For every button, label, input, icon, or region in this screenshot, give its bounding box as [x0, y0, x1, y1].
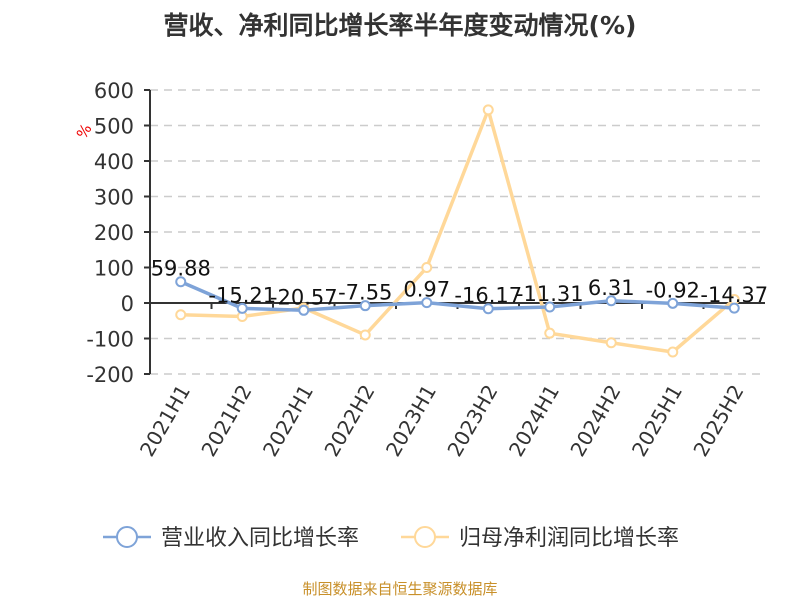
x-tick-label: 2025H2 — [688, 381, 748, 461]
x-tick-label: 2022H2 — [319, 381, 379, 461]
data-point[interactable] — [359, 300, 371, 312]
data-point[interactable] — [728, 302, 740, 314]
legend-marker-icon — [414, 526, 436, 548]
data-point[interactable] — [605, 295, 617, 307]
y-tick-label: 200 — [94, 221, 134, 245]
data-label: -15.21 — [208, 283, 276, 307]
y-axis-unit: % — [73, 121, 96, 142]
data-point[interactable] — [667, 297, 679, 309]
y-tick-label: -200 — [86, 363, 134, 387]
y-tick-label: 0 — [121, 292, 134, 316]
data-point[interactable] — [482, 303, 494, 315]
data-source-note: 制图数据来自恒生聚源数据库 — [302, 580, 498, 598]
y-tick-label: -100 — [86, 328, 134, 352]
data-label: 6.31 — [588, 276, 635, 300]
data-point[interactable] — [544, 327, 556, 339]
series-line-0 — [180, 280, 735, 313]
data-point[interactable] — [482, 104, 494, 116]
y-tick-label: 600 — [94, 79, 134, 103]
data-label: -14.37 — [700, 283, 768, 307]
data-point[interactable] — [605, 337, 617, 349]
data-point[interactable] — [175, 276, 187, 288]
data-point[interactable] — [298, 304, 310, 316]
y-tick-label: 300 — [94, 186, 134, 210]
x-tick-label: 2024H1 — [504, 381, 564, 461]
legend-label: 营业收入同比增长率 — [161, 526, 359, 551]
data-label: -11.31 — [516, 282, 584, 306]
data-label: 0.97 — [403, 278, 450, 302]
x-tick-label: 2023H2 — [442, 381, 502, 461]
data-label: -7.55 — [338, 281, 392, 305]
data-label: 59.88 — [151, 257, 211, 281]
data-point[interactable] — [421, 297, 433, 309]
x-tick-label: 2025H1 — [627, 381, 687, 461]
x-tick-label: 2023H1 — [381, 381, 441, 461]
y-tick-label: 100 — [94, 257, 134, 281]
legend-label: 归母净利润同比增长率 — [459, 526, 679, 551]
series-line-1 — [180, 104, 736, 354]
data-point[interactable] — [421, 262, 433, 273]
chart-title: 营收、净利同比增长率半年度变动情况(%) — [163, 11, 637, 40]
x-tick-label: 2022H1 — [258, 381, 318, 461]
legend-item-0[interactable]: 营业收入同比增长率 — [103, 526, 359, 551]
x-tick-label: 2024H2 — [565, 381, 625, 461]
y-tick-label: 400 — [94, 150, 134, 174]
data-label: -16.17 — [454, 284, 522, 308]
data-label: -0.92 — [646, 278, 700, 302]
data-label: -20.57 — [270, 285, 338, 309]
data-point[interactable] — [175, 309, 187, 321]
data-point[interactable] — [359, 329, 371, 341]
legend-item-1[interactable]: 归母净利润同比增长率 — [401, 526, 679, 551]
data-point[interactable] — [544, 301, 556, 313]
data-point[interactable] — [667, 346, 679, 358]
legend-marker-icon — [116, 526, 138, 548]
data-point[interactable] — [236, 302, 248, 314]
x-tick-label: 2021H1 — [135, 381, 195, 461]
y-tick-label: 500 — [94, 115, 134, 139]
x-tick-label: 2021H2 — [196, 381, 256, 461]
